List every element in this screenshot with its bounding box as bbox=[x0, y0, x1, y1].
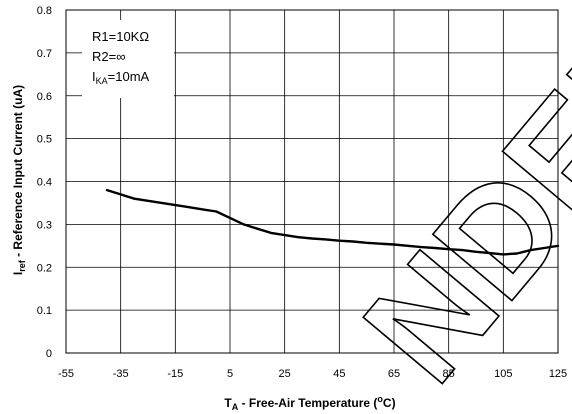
y-tick-label: 0.6 bbox=[37, 91, 52, 103]
annotation-main: I bbox=[92, 69, 96, 84]
watermark: NDED bbox=[331, 0, 572, 413]
x-tick-label: -15 bbox=[167, 368, 183, 380]
x-tick-label: -35 bbox=[113, 368, 129, 380]
y-tick-label: 0.2 bbox=[37, 262, 52, 274]
x-tick-labels: -55 -35 -15 5 25 45 65 85 105 125 bbox=[58, 368, 567, 380]
plot-frame bbox=[65, 9, 559, 354]
x-axis-title-end: C) bbox=[383, 396, 396, 410]
x-tick-label: 45 bbox=[333, 368, 345, 380]
x-tick-label: 85 bbox=[443, 368, 455, 380]
legend-box bbox=[82, 20, 174, 98]
y-axis-title-end: - Reference Input Current (uA) bbox=[11, 85, 25, 260]
x-tick-label: -55 bbox=[58, 368, 74, 380]
y-tick-labels: 0 0.1 0.2 0.3 0.4 0.5 0.6 0.7 0.8 bbox=[37, 5, 52, 360]
annotation-line: R1=10KΩ bbox=[92, 29, 149, 44]
y-axis-title-sub: ref bbox=[17, 259, 27, 272]
annotation-main: R2=∞ bbox=[92, 49, 125, 64]
annotation-end: =10mA bbox=[108, 69, 150, 84]
x-tick-label: 25 bbox=[279, 368, 291, 380]
x-axis-title-sup: o bbox=[377, 394, 383, 404]
y-tick-label: 0 bbox=[46, 348, 52, 360]
y-tick-label: 0.7 bbox=[37, 48, 52, 60]
parameter-annotations: R1=10KΩ R2=∞ IKA=10mA bbox=[92, 29, 150, 86]
series-line-0 bbox=[105, 188, 560, 256]
y-axis-title-main: I bbox=[11, 272, 25, 275]
y-tick-label: 0.3 bbox=[37, 219, 52, 231]
x-axis-title-mid: - Free-Air Temperature ( bbox=[238, 396, 377, 410]
y-axis-title: Iref - Reference Input Current (uA) bbox=[11, 85, 27, 275]
y-tick-label: 0.8 bbox=[37, 5, 52, 17]
annotation-main: R1=10KΩ bbox=[92, 29, 149, 44]
x-axis-title: TA - Free-Air Temperature (oC) bbox=[224, 394, 395, 412]
x-tick-label: 105 bbox=[494, 368, 512, 380]
x-axis-title-sub: A bbox=[232, 402, 239, 412]
x-tick-label: 125 bbox=[549, 368, 567, 380]
x-tick-label: 5 bbox=[227, 368, 233, 380]
series-layer bbox=[105, 188, 560, 256]
annotation-sub: KA bbox=[96, 76, 108, 86]
watermark-text: NDED bbox=[332, 0, 572, 412]
y-tick-label: 0.5 bbox=[37, 134, 52, 146]
annotation-line: R2=∞ bbox=[92, 49, 125, 64]
y-tick-label: 0.1 bbox=[37, 305, 52, 317]
x-axis-title-main: T bbox=[224, 396, 232, 410]
annotation-line: IKA=10mA bbox=[92, 69, 150, 86]
y-tick-label: 0.4 bbox=[37, 177, 52, 189]
x-tick-label: 65 bbox=[388, 368, 400, 380]
